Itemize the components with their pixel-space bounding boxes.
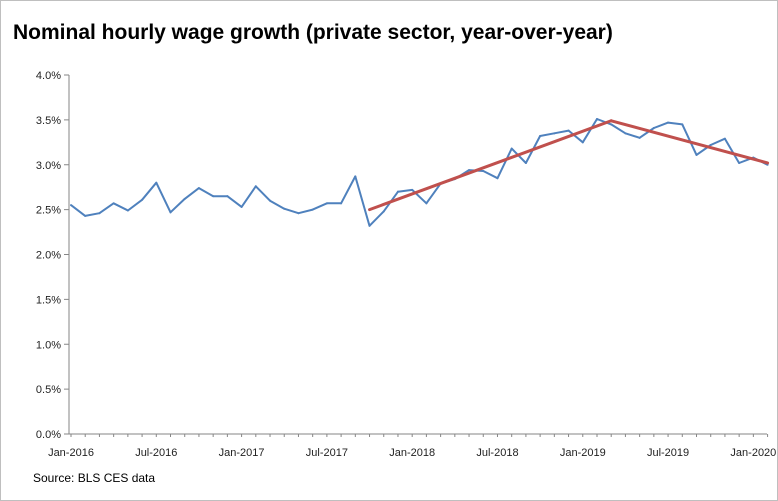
x-tick-label: Jan-2019 bbox=[560, 447, 606, 459]
data-point bbox=[567, 129, 570, 132]
data-point bbox=[723, 137, 726, 140]
data-point bbox=[738, 161, 741, 164]
data-point bbox=[283, 207, 286, 210]
data-point bbox=[240, 205, 243, 208]
data-point bbox=[510, 147, 513, 150]
data-point bbox=[98, 212, 101, 215]
data-point bbox=[482, 170, 485, 173]
data-point bbox=[595, 117, 598, 120]
data-point bbox=[411, 188, 414, 191]
data-point bbox=[539, 135, 542, 138]
y-tick-label: 0.5% bbox=[36, 384, 61, 396]
x-tick-label: Jan-2018 bbox=[389, 447, 435, 459]
x-tick-label: Jan-2020 bbox=[730, 447, 776, 459]
data-point bbox=[681, 123, 684, 126]
data-point bbox=[695, 153, 698, 156]
data-point bbox=[155, 181, 158, 184]
data-point bbox=[70, 204, 72, 207]
data-point bbox=[610, 123, 613, 126]
data-point bbox=[581, 141, 584, 144]
data-point bbox=[496, 177, 499, 180]
data-point bbox=[624, 132, 627, 135]
y-tick-label: 3.5% bbox=[36, 115, 61, 127]
trend-line-trend-up bbox=[368, 119, 613, 212]
data-point bbox=[141, 198, 144, 201]
y-tick-label: 4.0% bbox=[36, 70, 61, 82]
data-point bbox=[269, 199, 272, 202]
data-point bbox=[325, 202, 328, 205]
data-point bbox=[709, 144, 712, 147]
y-tick-label: 2.0% bbox=[36, 250, 61, 262]
y-tick-label: 3.0% bbox=[36, 160, 61, 172]
x-tick-label: Jan-2016 bbox=[48, 447, 94, 459]
data-point bbox=[368, 224, 371, 227]
x-tick-label: Jul-2016 bbox=[135, 447, 177, 459]
x-tick-label: Jul-2019 bbox=[647, 447, 689, 459]
data-point bbox=[524, 161, 527, 164]
data-point bbox=[425, 202, 428, 205]
data-point bbox=[183, 197, 186, 200]
data-point bbox=[126, 209, 129, 212]
data-point bbox=[340, 202, 343, 205]
data-point bbox=[212, 195, 215, 198]
series-line-wage-growth bbox=[70, 118, 769, 227]
data-point bbox=[638, 136, 641, 139]
data-point bbox=[652, 126, 655, 129]
data-point bbox=[226, 195, 229, 198]
trend-line-trend-down bbox=[609, 119, 770, 165]
data-point bbox=[169, 211, 172, 214]
y-tick-label: 2.5% bbox=[36, 205, 61, 217]
y-tick-label: 0.0% bbox=[36, 429, 61, 441]
x-tick-label: Jul-2017 bbox=[306, 447, 348, 459]
data-point bbox=[382, 210, 385, 213]
x-tick-label: Jul-2018 bbox=[476, 447, 518, 459]
chart-title: Nominal hourly wage growth (private sect… bbox=[13, 21, 613, 44]
data-point bbox=[468, 169, 471, 172]
data-point bbox=[254, 185, 257, 188]
data-point bbox=[112, 202, 115, 205]
data-point bbox=[553, 132, 556, 135]
source-note: Source: BLS CES data bbox=[33, 471, 156, 485]
data-point bbox=[354, 175, 357, 178]
x-tick-label: Jan-2017 bbox=[219, 447, 265, 459]
y-tick-label: 1.0% bbox=[36, 339, 61, 351]
data-point bbox=[396, 190, 399, 193]
data-point bbox=[297, 212, 300, 215]
y-tick-label: 1.5% bbox=[36, 294, 61, 306]
data-point bbox=[667, 121, 670, 124]
data-point bbox=[311, 208, 314, 211]
data-point bbox=[84, 214, 87, 217]
data-point bbox=[197, 187, 200, 190]
